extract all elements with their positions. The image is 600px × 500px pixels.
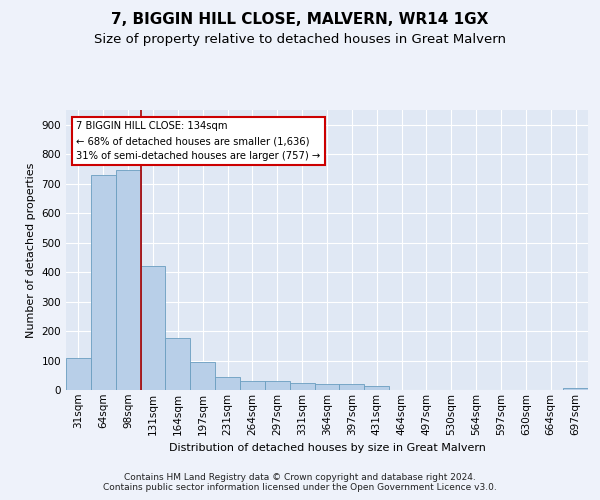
Text: Contains HM Land Registry data © Crown copyright and database right 2024.
Contai: Contains HM Land Registry data © Crown c…: [103, 473, 497, 492]
Bar: [240, 381, 265, 390]
Bar: [166, 338, 190, 390]
Y-axis label: Number of detached properties: Number of detached properties: [26, 162, 36, 338]
Bar: [190, 362, 215, 390]
Text: Size of property relative to detached houses in Great Malvern: Size of property relative to detached ho…: [94, 32, 506, 46]
Bar: [340, 384, 364, 390]
Bar: [290, 382, 314, 390]
Bar: [66, 358, 91, 390]
Bar: [314, 384, 340, 390]
Bar: [364, 386, 389, 390]
Bar: [140, 266, 166, 390]
Bar: [215, 376, 240, 390]
Text: 7, BIGGIN HILL CLOSE, MALVERN, WR14 1GX: 7, BIGGIN HILL CLOSE, MALVERN, WR14 1GX: [112, 12, 488, 28]
Bar: [265, 381, 290, 390]
Bar: [91, 175, 116, 390]
Bar: [116, 170, 140, 390]
Bar: [563, 388, 588, 390]
X-axis label: Distribution of detached houses by size in Great Malvern: Distribution of detached houses by size …: [169, 443, 485, 453]
Text: 7 BIGGIN HILL CLOSE: 134sqm
← 68% of detached houses are smaller (1,636)
31% of : 7 BIGGIN HILL CLOSE: 134sqm ← 68% of det…: [76, 121, 320, 161]
